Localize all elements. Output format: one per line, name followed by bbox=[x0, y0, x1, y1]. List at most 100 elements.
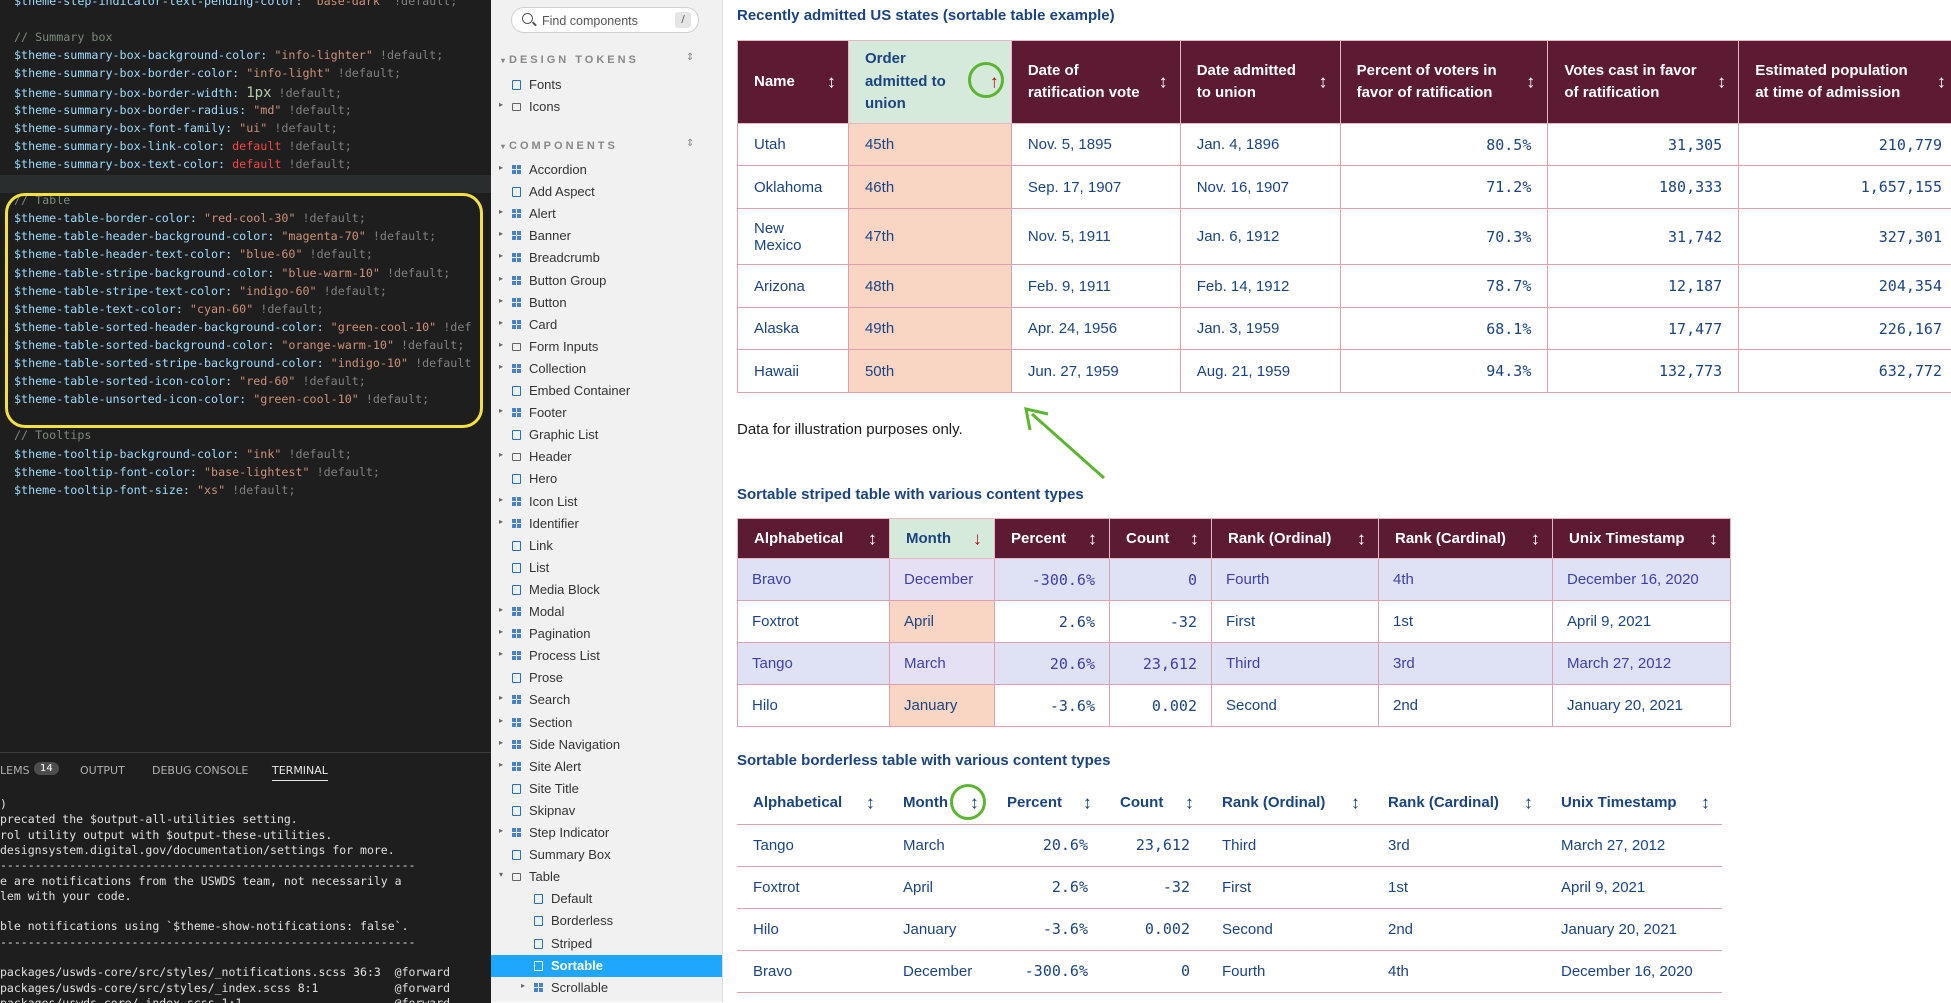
sort-unsorted-icon[interactable]: ↕ bbox=[1083, 792, 1092, 813]
column-header[interactable]: Unix Timestamp↕ bbox=[1545, 782, 1722, 824]
search-input[interactable] bbox=[540, 11, 664, 31]
search-box[interactable]: / bbox=[511, 7, 699, 33]
sidebar-item-site-alert[interactable]: ▸Site Alert bbox=[491, 756, 722, 778]
sidebar-item-footer[interactable]: ▸Footer bbox=[491, 402, 722, 424]
table-cell: 45th bbox=[848, 124, 1011, 166]
sidebar-item-header[interactable]: ▸Header bbox=[491, 446, 722, 468]
sidebar-item-section[interactable]: ▸Section bbox=[491, 712, 722, 734]
column-header[interactable]: Month↓ bbox=[890, 519, 995, 559]
sort-unsorted-icon[interactable]: ↕ bbox=[1717, 69, 1726, 96]
chevron-right-icon: ▸ bbox=[499, 649, 503, 658]
sort-unsorted-icon[interactable]: ↕ bbox=[1709, 528, 1718, 549]
sidebar-item-label: Sortable bbox=[551, 958, 603, 973]
column-header[interactable]: Alphabetical↕ bbox=[737, 782, 887, 824]
sidebar-item-pagination[interactable]: ▸Pagination bbox=[491, 623, 722, 645]
sidebar-item-scrollable[interactable]: ▸Scrollable bbox=[491, 977, 722, 999]
sidebar-item-search[interactable]: ▸Search bbox=[491, 689, 722, 711]
column-header[interactable]: Rank (Cardinal)↕ bbox=[1379, 519, 1553, 559]
sort-unsorted-icon[interactable]: ↕ bbox=[866, 792, 875, 813]
sidebar-item-striped[interactable]: Striped bbox=[491, 933, 722, 955]
sidebar-item-fonts[interactable]: Fonts bbox=[491, 74, 722, 96]
sidebar-item-graphic-list[interactable]: Graphic List bbox=[491, 424, 722, 446]
sort-unsorted-icon[interactable]: ↕ bbox=[1319, 69, 1328, 96]
sidebar-item-add-aspect[interactable]: Add Aspect bbox=[491, 181, 722, 203]
sort-unsorted-icon[interactable]: ↕ bbox=[1526, 69, 1535, 96]
sidebar-item-step-indicator[interactable]: ▸Step Indicator bbox=[491, 822, 722, 844]
tab-terminal[interactable]: TERMINAL bbox=[272, 764, 328, 781]
sort-descending-icon[interactable]: ↓ bbox=[973, 528, 982, 549]
sidebar-item-borderless[interactable]: Borderless bbox=[491, 910, 722, 932]
column-header[interactable]: Rank (Ordinal)↕ bbox=[1206, 782, 1372, 824]
column-header[interactable]: Alphabetical↕ bbox=[738, 519, 890, 559]
sidebar-item-collection[interactable]: ▸Collection bbox=[491, 358, 722, 380]
column-header[interactable]: Rank (Ordinal)↕ bbox=[1212, 519, 1379, 559]
sidebar-item-label: Icon List bbox=[529, 494, 577, 509]
column-header[interactable]: Count↕ bbox=[1110, 519, 1212, 559]
sidebar-item-icons[interactable]: ▸Icons bbox=[491, 96, 722, 118]
expand-collapse-icon[interactable]: ⇕ bbox=[686, 52, 694, 63]
sidebar-item-table[interactable]: ▾Table bbox=[491, 866, 722, 888]
sidebar-item-breadcrumb[interactable]: ▸Breadcrumb bbox=[491, 247, 722, 269]
sort-unsorted-icon[interactable]: ↕ bbox=[1159, 69, 1168, 96]
sidebar-item-accordion[interactable]: ▸Accordion bbox=[491, 159, 722, 181]
sort-unsorted-icon[interactable]: ↕ bbox=[1357, 528, 1366, 549]
column-header[interactable]: Date admitted to union↕ bbox=[1180, 41, 1340, 124]
terminal-panel[interactable]: LEMS 14 OUTPUT DEBUG CONSOLE TERMINAL )p… bbox=[0, 752, 491, 1003]
sidebar-item-embed-container[interactable]: Embed Container bbox=[491, 380, 722, 402]
sidebar-item-button-group[interactable]: ▸Button Group bbox=[491, 270, 722, 292]
design-tokens-heading[interactable]: ▾DESIGN TOKENS bbox=[501, 54, 639, 66]
column-header[interactable]: Name↕ bbox=[738, 41, 849, 124]
code-line: $theme-summary-box-border-color: "info-l… bbox=[14, 66, 401, 80]
sort-unsorted-icon[interactable]: ↕ bbox=[1351, 792, 1360, 813]
sidebar-item-button[interactable]: ▸Button bbox=[491, 292, 722, 314]
folder-icon bbox=[512, 873, 521, 881]
sort-unsorted-icon[interactable]: ↕ bbox=[1190, 528, 1199, 549]
sidebar-item-modal[interactable]: ▸Modal bbox=[491, 601, 722, 623]
sidebar-item-identifier[interactable]: ▸Identifier bbox=[491, 513, 722, 535]
sidebar-item-site-title[interactable]: Site Title bbox=[491, 778, 722, 800]
sidebar-item-default[interactable]: Default bbox=[491, 888, 722, 910]
column-header[interactable]: Unix Timestamp↕ bbox=[1553, 519, 1731, 559]
code-editor[interactable]: $theme-step-indicator-text-pending-color… bbox=[0, 0, 491, 752]
sidebar-item-banner[interactable]: ▸Banner bbox=[491, 225, 722, 247]
column-header[interactable]: Date of ratification vote↕ bbox=[1011, 41, 1180, 124]
column-header[interactable]: Percent↕ bbox=[995, 519, 1110, 559]
sort-unsorted-icon[interactable]: ↕ bbox=[827, 69, 836, 96]
sidebar-item-hero[interactable]: Hero bbox=[491, 468, 722, 490]
sidebar-item-side-navigation[interactable]: ▸Side Navigation bbox=[491, 734, 722, 756]
components-heading[interactable]: ▾COMPONENTS bbox=[501, 140, 618, 152]
sort-unsorted-icon[interactable]: ↕ bbox=[1524, 792, 1533, 813]
column-header[interactable]: Votes cast in favor of ratification↕ bbox=[1548, 41, 1739, 124]
sidebar-item-prose[interactable]: Prose bbox=[491, 667, 722, 689]
sidebar-item-card[interactable]: ▸Card bbox=[491, 314, 722, 336]
sidebar-item-process-list[interactable]: ▸Process List bbox=[491, 645, 722, 667]
tab-debug-console[interactable]: DEBUG CONSOLE bbox=[152, 764, 248, 777]
column-header[interactable]: Rank (Cardinal)↕ bbox=[1372, 782, 1545, 824]
tab-problems[interactable]: LEMS bbox=[0, 764, 30, 777]
tab-output[interactable]: OUTPUT bbox=[80, 764, 125, 777]
expand-collapse-icon[interactable]: ⇕ bbox=[686, 138, 694, 149]
sidebar-item-label: Header bbox=[529, 449, 572, 464]
sort-unsorted-icon[interactable]: ↕ bbox=[1185, 792, 1194, 813]
sidebar-item-skipnav[interactable]: Skipnav bbox=[491, 800, 722, 822]
component-icon bbox=[512, 231, 521, 241]
column-header[interactable]: Estimated population at time of admissio… bbox=[1739, 41, 1951, 124]
sort-unsorted-icon[interactable]: ↕ bbox=[1937, 69, 1946, 96]
sidebar-item-link[interactable]: Link bbox=[491, 535, 722, 557]
sidebar-item-media-block[interactable]: Media Block bbox=[491, 579, 722, 601]
column-header[interactable]: Percent of voters in favor of ratificati… bbox=[1340, 41, 1548, 124]
sidebar-item-summary-box[interactable]: Summary Box bbox=[491, 844, 722, 866]
sort-unsorted-icon[interactable]: ↕ bbox=[1701, 792, 1710, 813]
sort-unsorted-icon[interactable]: ↕ bbox=[868, 528, 877, 549]
code-value: 1px bbox=[246, 85, 271, 101]
column-header[interactable]: Count↕ bbox=[1104, 782, 1206, 824]
sidebar-item-icon-list[interactable]: ▸Icon List bbox=[491, 491, 722, 513]
sort-unsorted-icon[interactable]: ↕ bbox=[1531, 528, 1540, 549]
column-header[interactable]: Percent↕ bbox=[991, 782, 1104, 824]
sort-unsorted-icon[interactable]: ↕ bbox=[1088, 528, 1097, 549]
sidebar-item-alert[interactable]: ▸Alert bbox=[491, 203, 722, 225]
sidebar-item-form-inputs[interactable]: ▸Form Inputs bbox=[491, 336, 722, 358]
sidebar-item-sortable[interactable]: Sortable bbox=[491, 955, 722, 977]
sidebar-item-list[interactable]: List bbox=[491, 557, 722, 579]
